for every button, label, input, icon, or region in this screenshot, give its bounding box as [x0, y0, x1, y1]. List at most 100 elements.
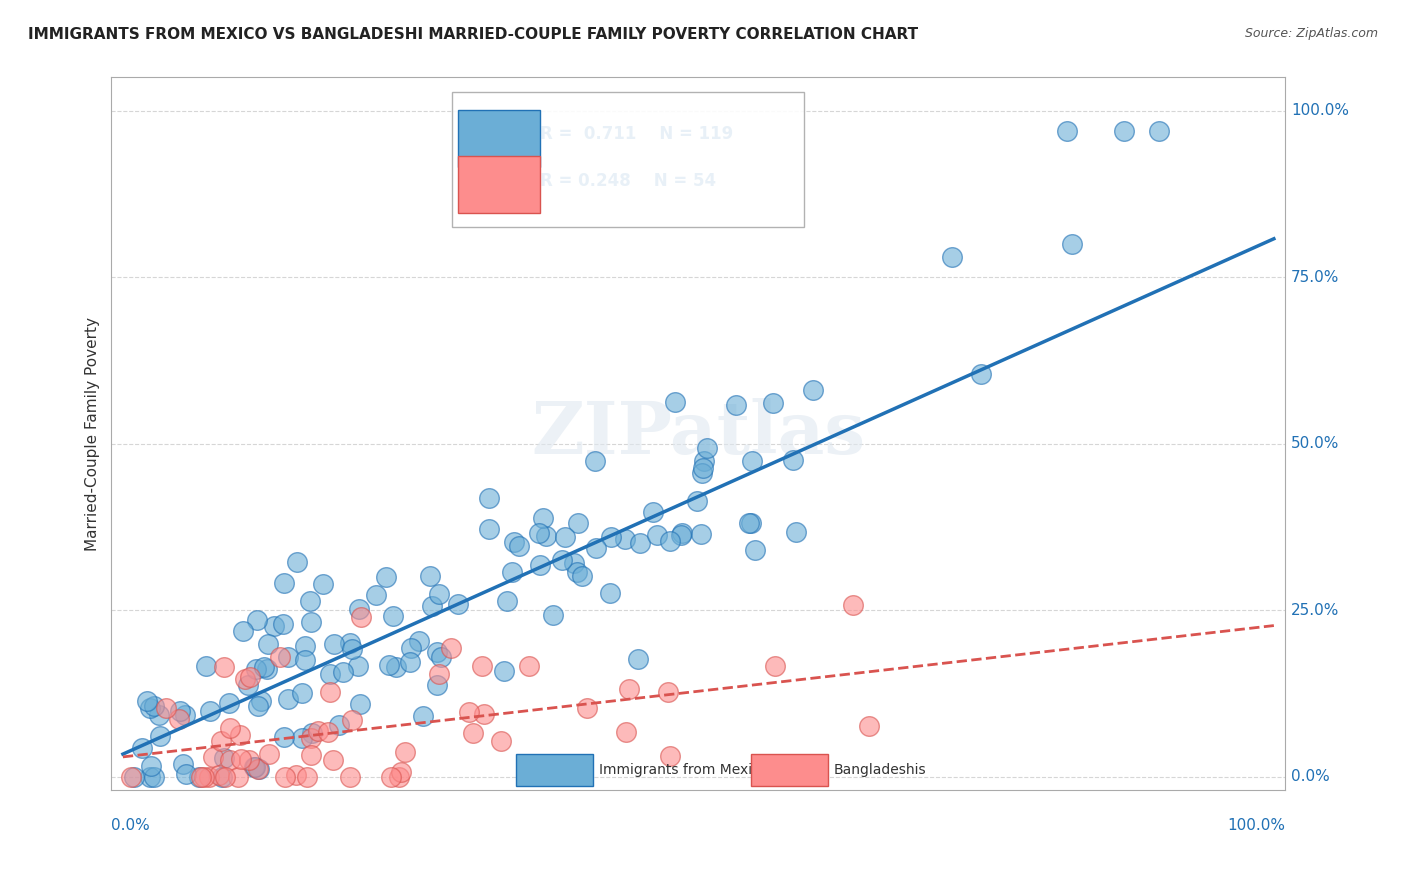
Text: ZIPatlas: ZIPatlas: [531, 398, 866, 469]
Point: [430, 650, 453, 665]
Point: [536, 529, 558, 543]
Point: [120, 770, 142, 784]
Point: [426, 678, 449, 692]
Point: [291, 685, 314, 699]
Point: [472, 707, 495, 722]
Text: 25.0%: 25.0%: [1291, 603, 1340, 617]
Point: [245, 662, 267, 676]
Point: [803, 384, 825, 398]
FancyBboxPatch shape: [751, 755, 828, 787]
Point: [842, 599, 865, 613]
Point: [138, 770, 160, 784]
Point: [567, 516, 589, 531]
Point: [630, 536, 652, 550]
Point: [299, 747, 322, 762]
Point: [659, 749, 682, 764]
Text: 75.0%: 75.0%: [1291, 269, 1340, 285]
Point: [226, 770, 249, 784]
Point: [299, 593, 322, 607]
Point: [541, 607, 564, 622]
Point: [657, 684, 679, 698]
Point: [295, 770, 318, 784]
Point: [238, 753, 260, 767]
Point: [340, 641, 363, 656]
Point: [257, 637, 280, 651]
Y-axis label: Married-Couple Family Poverty: Married-Couple Family Poverty: [86, 317, 100, 550]
Point: [744, 543, 766, 558]
Point: [478, 522, 501, 536]
Point: [291, 731, 314, 745]
Point: [294, 653, 316, 667]
Point: [285, 555, 308, 569]
Point: [307, 724, 329, 739]
Text: 50.0%: 50.0%: [1291, 436, 1340, 451]
Point: [492, 664, 515, 678]
Text: 0.0%: 0.0%: [111, 819, 150, 833]
Point: [349, 697, 371, 711]
Point: [503, 535, 526, 549]
Point: [339, 636, 361, 650]
Point: [489, 733, 512, 747]
FancyBboxPatch shape: [451, 92, 804, 227]
Point: [139, 759, 162, 773]
Point: [1147, 124, 1170, 138]
Point: [155, 700, 177, 714]
Text: 100.0%: 100.0%: [1227, 819, 1285, 833]
Point: [671, 525, 693, 540]
FancyBboxPatch shape: [458, 110, 540, 167]
Point: [142, 699, 165, 714]
Point: [218, 753, 240, 767]
Point: [366, 588, 388, 602]
Point: [763, 659, 786, 673]
Point: [228, 728, 250, 742]
Point: [614, 725, 637, 739]
Point: [412, 708, 434, 723]
Point: [273, 575, 295, 590]
Point: [394, 745, 416, 759]
Point: [696, 441, 718, 455]
Point: [350, 610, 373, 624]
Point: [447, 597, 470, 611]
Point: [246, 699, 269, 714]
Point: [236, 678, 259, 692]
Point: [316, 725, 339, 739]
Point: [645, 528, 668, 542]
Point: [501, 565, 523, 579]
Text: Immigrants from Mexico: Immigrants from Mexico: [599, 763, 768, 777]
Point: [554, 530, 576, 544]
Point: [471, 659, 494, 673]
Point: [285, 768, 308, 782]
Point: [259, 747, 281, 762]
Point: [339, 770, 361, 784]
Point: [496, 594, 519, 608]
Point: [740, 516, 762, 530]
Point: [762, 396, 785, 410]
Point: [599, 530, 621, 544]
Point: [328, 718, 350, 732]
Text: IMMIGRANTS FROM MEXICO VS BANGLADESHI MARRIED-COUPLE FAMILY POVERTY CORRELATION : IMMIGRANTS FROM MEXICO VS BANGLADESHI MA…: [28, 27, 918, 42]
Point: [571, 569, 593, 583]
Point: [218, 696, 240, 710]
Point: [214, 770, 236, 784]
Point: [692, 461, 714, 475]
Point: [169, 705, 191, 719]
Text: 100.0%: 100.0%: [1291, 103, 1350, 119]
Point: [408, 633, 430, 648]
Point: [149, 729, 172, 743]
Point: [294, 639, 316, 653]
Point: [659, 533, 682, 548]
Point: [245, 760, 267, 774]
Point: [246, 613, 269, 627]
Point: [202, 750, 225, 764]
Point: [785, 524, 807, 539]
Point: [427, 587, 450, 601]
Point: [385, 660, 408, 674]
Point: [319, 667, 342, 681]
Point: [529, 526, 551, 541]
Point: [941, 250, 963, 264]
Point: [256, 662, 278, 676]
Point: [724, 398, 747, 412]
Point: [627, 652, 650, 666]
Point: [238, 670, 260, 684]
Point: [212, 751, 235, 765]
